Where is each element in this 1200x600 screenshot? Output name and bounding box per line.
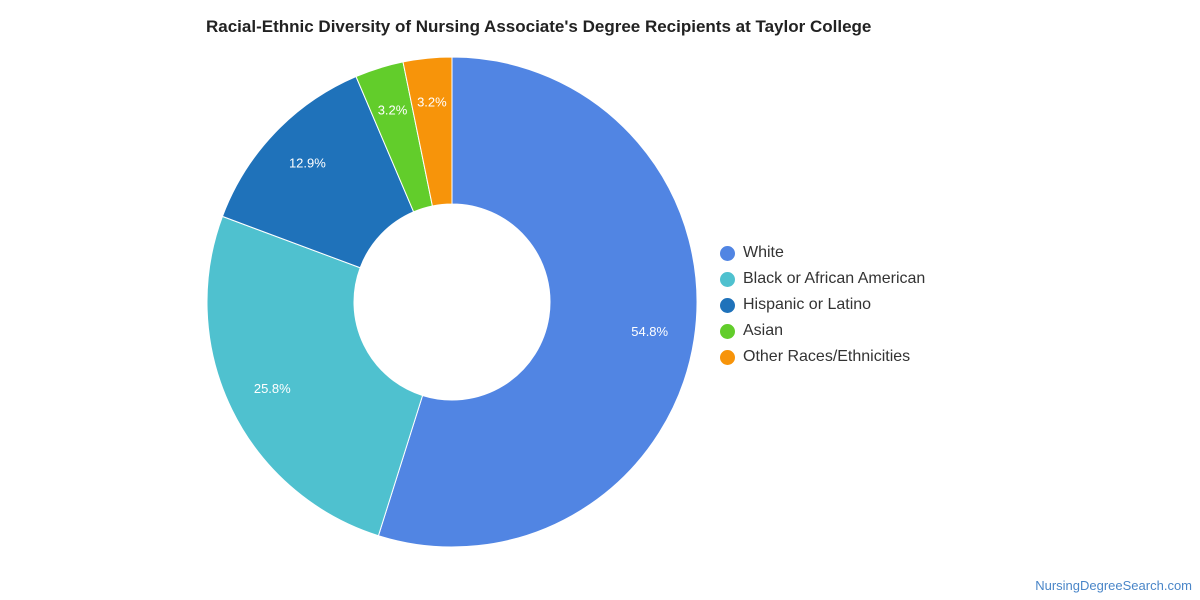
- legend-label: Asian: [743, 322, 784, 339]
- slice-label: 54.8%: [631, 324, 668, 339]
- legend-item[interactable]: Black or African American: [720, 266, 925, 292]
- legend-swatch: [720, 245, 735, 261]
- slice-label: 12.9%: [289, 155, 326, 170]
- slice-white[interactable]: [377, 56, 698, 548]
- legend-label: Black or African American: [743, 270, 926, 287]
- legend-swatch: [720, 297, 735, 313]
- legend-swatch: [720, 323, 735, 339]
- legend-swatch: [720, 271, 735, 287]
- slice-hispanic-or-latino[interactable]: [221, 75, 415, 269]
- legend-swatch: [720, 349, 735, 365]
- slice-label: 25.8%: [254, 381, 291, 396]
- slice-label: 3.2%: [378, 102, 408, 117]
- source-link[interactable]: NursingDegreeSearch.com: [1035, 578, 1192, 593]
- legend-label: Hispanic or Latino: [743, 296, 872, 313]
- chart-title: Racial-Ethnic Diversity of Nursing Assoc…: [206, 17, 872, 36]
- legend-label: Other Races/Ethnicities: [743, 348, 911, 365]
- legend-item[interactable]: Hispanic or Latino: [720, 292, 925, 318]
- slice-label: 3.2%: [417, 94, 447, 109]
- legend-label: White: [743, 244, 784, 261]
- legend-item[interactable]: White: [720, 240, 925, 266]
- slice-black-or-african-american[interactable]: [206, 215, 424, 537]
- chart-legend: White Black or African American Hispanic o…: [720, 240, 925, 370]
- legend-item[interactable]: Asian: [720, 318, 925, 344]
- legend-item[interactable]: Other Races/Ethnicities: [720, 344, 925, 370]
- slice-other-races-ethnicities[interactable]: [402, 56, 453, 207]
